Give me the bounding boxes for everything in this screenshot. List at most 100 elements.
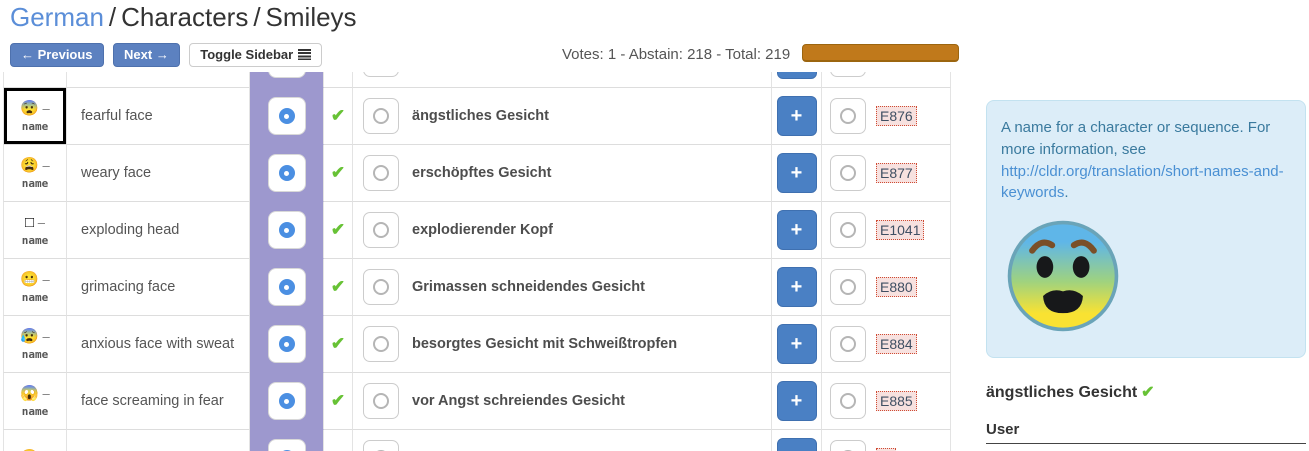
previous-button[interactable]: ← Previous [10,43,104,67]
votes-summary: Votes: 1 - Abstain: 218 - Total: 219 [562,46,791,63]
add-vote-button[interactable]: + [776,324,817,364]
status-cell: ✔ [324,316,353,373]
code-radio-button[interactable] [830,155,866,191]
current-vote-button[interactable] [267,325,306,363]
english-name-cell [67,430,250,451]
proposal-radio-button[interactable] [363,440,399,451]
add-cell: + [772,316,822,373]
code-value: E885 [876,391,917,411]
approved-check-icon: ✔ [330,277,346,296]
radio-circle-icon [840,165,856,181]
proposal-cell [353,72,772,88]
add-vote-button[interactable]: + [776,438,817,451]
selected-radio-icon [278,165,295,181]
next-button-label: Next [124,47,153,62]
approved-check-icon: ✔ [1141,383,1155,401]
item-cell[interactable]: □ – name [3,202,67,259]
proposal-radio-button[interactable] [363,326,399,362]
votes-user-header: User [986,421,1306,444]
add-vote-button[interactable]: + [776,153,817,193]
code-radio-button[interactable] [830,212,866,248]
radio-circle-icon [840,336,856,352]
radio-circle-icon [373,279,389,295]
proposal-cell: ängstliches Gesicht [353,88,772,145]
selected-radio-icon [278,336,295,352]
radio-circle-icon [840,222,856,238]
proposal-radio-button[interactable] [363,383,399,419]
code-radio-button[interactable] [830,72,866,77]
status-cell: ✔ [324,145,353,202]
add-vote-button[interactable]: + [776,96,817,136]
current-vote-button[interactable] [267,439,306,451]
toggle-sidebar-button[interactable]: Toggle Sidebar [189,43,323,67]
current-vote-button[interactable] [267,97,306,135]
current-vote-button[interactable] [267,382,306,420]
current-vote-button[interactable] [267,268,306,306]
table-row: 😱 – name face screaming in fear ✔ vor Angst … [3,373,951,430]
item-cell[interactable]: 😨 – name [3,88,67,145]
radio-circle-icon [373,222,389,238]
item-type-label: name [21,404,49,418]
table-row: + [3,72,951,88]
proposal-radio-button[interactable] [363,72,399,77]
dash-text: – [38,385,50,401]
table-row: 😬 – name grimacing face ✔ Grimassen schneide… [3,259,951,316]
add-vote-button[interactable]: + [776,267,817,307]
item-cell[interactable] [3,72,67,88]
radio-circle-icon [373,336,389,352]
item-cell[interactable]: 😳 – [3,430,67,451]
proposal-cell: erschöpftes Gesicht [353,145,772,202]
code-value: E877 [876,163,917,183]
code-radio-button[interactable] [830,269,866,305]
item-cell[interactable]: 😩 – name [3,145,67,202]
add-vote-button[interactable]: + [776,72,817,79]
next-button[interactable]: Next → [113,43,180,67]
breadcrumb-page[interactable]: Smileys [265,2,357,32]
approved-check-icon: ✔ [330,334,346,353]
table-row: 😰 – name anxious face with sweat ✔ besorgtes… [3,316,951,373]
selected-radio-icon [278,279,295,295]
english-name-cell: grimacing face [67,259,250,316]
code-cell: E885 [822,373,951,430]
current-vote-button[interactable] [267,211,306,249]
proposal-radio-button[interactable] [363,269,399,305]
breadcrumb-locale-link[interactable]: German [10,2,104,32]
page-progress-bar [802,44,959,62]
item-type-label: name [21,176,49,190]
add-vote-button[interactable]: + [776,210,817,250]
arrow-left-icon: ← [21,47,34,62]
proposal-cell [353,430,772,451]
proposal-cell: explodierender Kopf [353,202,772,259]
winning-value-text: ängstliches Gesicht [986,383,1138,401]
add-vote-button[interactable]: + [776,381,817,421]
code-radio-button[interactable] [830,440,866,451]
proposal-radio-button[interactable] [363,98,399,134]
code-radio-button[interactable] [830,383,866,419]
winning-value: ängstliches Gesicht ✔ [986,382,1306,402]
proposal-radio-button[interactable] [363,155,399,191]
proposal-cell: vor Angst schreiendes Gesicht [353,373,772,430]
proposal-radio-button[interactable] [363,212,399,248]
current-vote-button[interactable] [267,72,306,78]
code-radio-button[interactable] [830,98,866,134]
dash-text: – [38,100,50,116]
item-cell[interactable]: 😬 – name [3,259,67,316]
help-link[interactable]: http://cldr.org/translation/short-names-… [1001,162,1284,202]
emoji-icon: 😱 [20,384,39,402]
breadcrumb-section[interactable]: Characters [121,2,249,32]
dash-text: – [34,214,45,230]
table-row: 😩 – name weary face ✔ erschöpftes Gesicht + E8… [3,145,951,202]
code-value: E884 [876,334,917,354]
current-vote-button[interactable] [267,154,306,192]
add-cell: + [772,72,822,88]
vote-column-cell [250,202,324,259]
item-info-panel: A name for a character or sequence. For … [986,100,1306,451]
dash-text: – [38,328,50,344]
item-cell[interactable]: 😱 – name [3,373,67,430]
status-cell: ✔ [324,259,353,316]
item-cell[interactable]: 😰 – name [3,316,67,373]
menu-lines-icon [298,49,312,60]
vote-column-cell [250,88,324,145]
fearful-face-emoji-image [1005,218,1291,341]
code-radio-button[interactable] [830,326,866,362]
